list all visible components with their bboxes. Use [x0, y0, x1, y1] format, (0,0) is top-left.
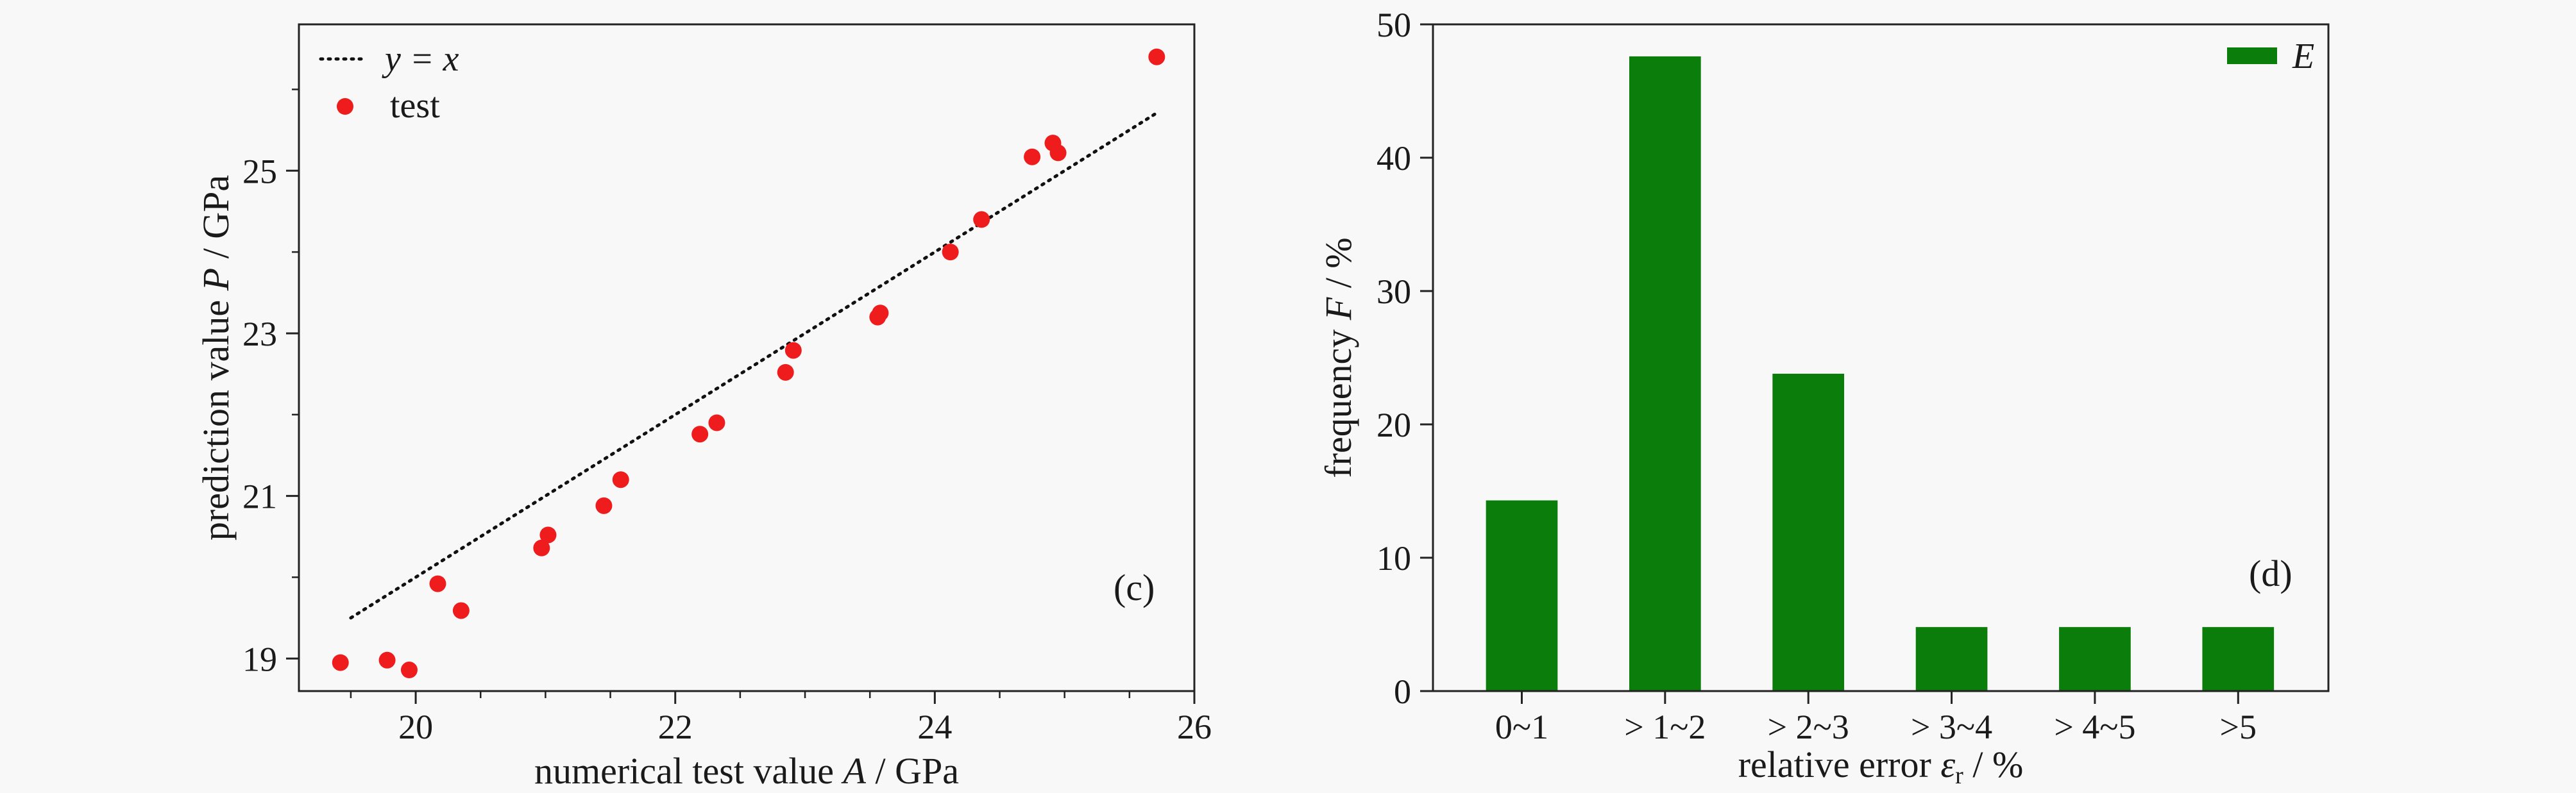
- y-equals-x-line: [349, 112, 1157, 620]
- scatter-point: [1024, 148, 1041, 165]
- x-tick-label: >5: [2220, 708, 2257, 746]
- x-tick-label: > 3~4: [1911, 708, 1992, 746]
- legend-label-y-equals-x: y = x: [382, 39, 459, 79]
- y-tick-label: 40: [1377, 139, 1411, 178]
- scatter-panel: 20 22 24 26 19 21 23 25 y = x test (c) numerica…: [195, 23, 1212, 792]
- bars: [1486, 56, 2275, 692]
- x-tick-label: 20: [398, 708, 433, 746]
- scatter-point: [452, 602, 470, 619]
- bar: [1629, 56, 1701, 692]
- bar: [2202, 627, 2275, 691]
- scatter-point: [378, 651, 396, 669]
- x-tick-label: > 2~3: [1768, 708, 1849, 746]
- scatter-point: [332, 654, 349, 671]
- scatter-point: [708, 414, 725, 431]
- legend-label-e: E: [2292, 37, 2314, 76]
- x-tick-label: 0~1: [1495, 708, 1548, 746]
- bar-ticks: 0~1 > 1~2 > 2~3 > 3~4 > 4~5 >5 0 10 20 30 40 50: [1377, 6, 2257, 746]
- scatter-point: [539, 526, 557, 544]
- y-tick-label: 21: [242, 478, 277, 516]
- x-axis-title: numerical test value A / GPa: [534, 750, 959, 792]
- bar: [2059, 627, 2131, 691]
- scatter-point: [612, 471, 629, 488]
- x-tick-label: 24: [917, 708, 952, 746]
- y-tick-label: 10: [1377, 539, 1411, 578]
- scatter-point: [942, 244, 959, 261]
- scatter-ticks: 20 22 24 26 19 21 23 25: [242, 88, 1212, 746]
- y-axis-title: frequency F / %: [1318, 237, 1359, 478]
- bar-plot-frame: [1432, 23, 2330, 692]
- y-tick-label: 23: [242, 315, 277, 353]
- scatter-point: [691, 426, 709, 443]
- legend-marker-swatch: [337, 98, 353, 115]
- panel-label-c: (c): [1114, 567, 1155, 608]
- scatter-point: [595, 497, 613, 514]
- legend-patch-swatch: [2227, 47, 2277, 64]
- scatter-point: [1049, 144, 1067, 162]
- x-tick-label: 26: [1177, 708, 1212, 746]
- test-points: [332, 48, 1165, 679]
- scatter-point: [533, 539, 550, 556]
- scatter-legend: y = x test: [319, 39, 459, 126]
- scatter-point: [429, 575, 446, 592]
- bar: [1772, 373, 1845, 691]
- y-axis-title: prediction value P / GPa: [195, 175, 237, 540]
- scatter-plot-frame: [298, 23, 1196, 692]
- x-tick-label: > 1~2: [1624, 708, 1706, 746]
- y-tick-label: 30: [1377, 272, 1411, 311]
- bar-panel: 0~1 > 1~2 > 2~3 > 3~4 > 4~5 >5 0 10 20 30 40 50 E (…: [1318, 6, 2330, 789]
- legend-label-test: test: [390, 86, 440, 126]
- scatter-point: [400, 662, 418, 679]
- scatter-point: [784, 342, 802, 359]
- bar: [1915, 627, 1988, 691]
- y-tick-label: 19: [242, 640, 277, 678]
- bar-legend: E: [2227, 37, 2314, 76]
- bar: [1486, 500, 1558, 691]
- x-tick-label: > 4~5: [2054, 708, 2135, 746]
- x-axis-title: relative error εr / %: [1738, 744, 2024, 789]
- x-tick-label: 22: [658, 708, 693, 746]
- y-tick-label: 25: [242, 152, 277, 190]
- y-tick-label: 20: [1377, 406, 1411, 444]
- y-tick-label: 0: [1394, 672, 1411, 711]
- scatter-point: [872, 305, 889, 322]
- panel-label-d: (d): [2249, 553, 2292, 594]
- scatter-point: [1148, 48, 1165, 65]
- y-tick-label: 50: [1377, 6, 1411, 44]
- scatter-point: [973, 211, 990, 228]
- scatter-point: [777, 363, 794, 381]
